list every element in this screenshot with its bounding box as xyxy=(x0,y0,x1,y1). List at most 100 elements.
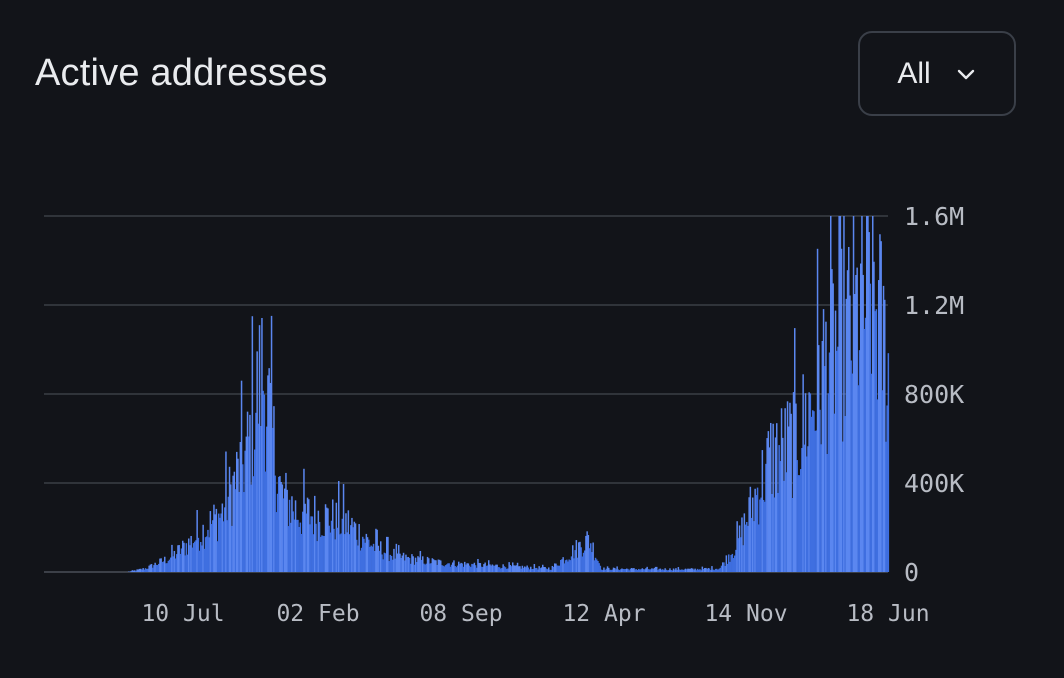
bar xyxy=(389,554,392,572)
bar xyxy=(369,546,371,572)
bar xyxy=(401,555,404,572)
bar xyxy=(441,565,443,572)
bar xyxy=(147,568,149,572)
bar xyxy=(843,216,845,572)
bar xyxy=(309,524,311,572)
bar xyxy=(377,545,380,572)
bar xyxy=(188,538,190,572)
bar xyxy=(346,532,348,572)
bar xyxy=(604,569,606,572)
bar xyxy=(627,568,629,572)
bar xyxy=(723,562,725,572)
bar xyxy=(413,564,416,572)
bar xyxy=(593,560,596,572)
bar xyxy=(635,569,638,572)
bar xyxy=(556,565,558,572)
bar xyxy=(490,565,492,572)
bar xyxy=(425,563,428,572)
bar xyxy=(532,568,534,572)
bar xyxy=(281,484,284,572)
bar xyxy=(822,309,825,572)
bar xyxy=(563,563,566,572)
bar xyxy=(324,504,327,572)
bar xyxy=(783,480,785,572)
bar xyxy=(863,328,866,572)
bar xyxy=(393,548,395,572)
bar xyxy=(819,409,821,572)
bar xyxy=(522,567,525,572)
bar xyxy=(185,543,188,572)
bar xyxy=(200,542,202,572)
bar xyxy=(599,565,602,572)
bar xyxy=(746,522,748,572)
bar xyxy=(402,552,405,572)
bar xyxy=(694,568,696,572)
bar xyxy=(315,523,317,572)
y-tick-label: 800K xyxy=(904,380,964,409)
bar xyxy=(250,484,252,572)
bar xyxy=(165,563,167,572)
bar xyxy=(790,413,792,572)
bar xyxy=(641,568,644,572)
bar-series xyxy=(128,216,890,573)
bar xyxy=(294,500,297,572)
bar xyxy=(213,504,215,572)
bar xyxy=(479,563,482,572)
bar xyxy=(417,556,419,572)
bar xyxy=(231,525,233,572)
bar xyxy=(791,497,794,572)
bar xyxy=(458,561,460,572)
bar xyxy=(766,438,768,572)
bar xyxy=(434,560,436,572)
bar xyxy=(802,374,804,572)
bar xyxy=(363,538,365,572)
bar xyxy=(782,437,784,572)
bar xyxy=(488,560,490,572)
bar xyxy=(653,568,656,572)
bar xyxy=(842,441,844,572)
bar xyxy=(722,562,724,572)
bar xyxy=(645,568,647,572)
bar xyxy=(716,568,718,572)
bar xyxy=(366,537,369,572)
bar xyxy=(572,545,574,572)
bar xyxy=(796,460,798,572)
bar xyxy=(659,568,662,572)
bar xyxy=(299,522,302,572)
bar xyxy=(557,565,560,572)
bar xyxy=(183,542,185,572)
bar xyxy=(874,311,876,572)
bar xyxy=(292,511,294,572)
time-range-select[interactable]: All xyxy=(858,31,1016,116)
bar xyxy=(220,513,222,572)
bar xyxy=(869,283,872,572)
bar xyxy=(665,569,668,572)
bar xyxy=(332,499,334,572)
bar xyxy=(656,566,658,572)
bar xyxy=(759,499,761,572)
bar xyxy=(803,444,806,572)
bar xyxy=(736,521,738,572)
bar xyxy=(724,565,726,572)
bar xyxy=(808,392,810,572)
bar xyxy=(536,567,538,572)
bar xyxy=(544,567,546,572)
bar xyxy=(717,569,719,572)
bar xyxy=(149,564,152,572)
bar xyxy=(833,413,836,572)
bar xyxy=(866,216,868,572)
bar xyxy=(773,497,776,572)
bar xyxy=(383,552,386,572)
bar xyxy=(836,350,838,572)
bar xyxy=(617,569,620,572)
x-tick-label: 12 Apr xyxy=(562,601,645,627)
bar xyxy=(286,489,288,572)
bar xyxy=(543,566,545,572)
bar xyxy=(698,569,700,572)
bar xyxy=(254,449,256,572)
bar xyxy=(162,561,165,572)
bar xyxy=(418,557,420,572)
bar xyxy=(173,550,176,572)
bar xyxy=(191,547,194,572)
bar xyxy=(274,475,276,572)
